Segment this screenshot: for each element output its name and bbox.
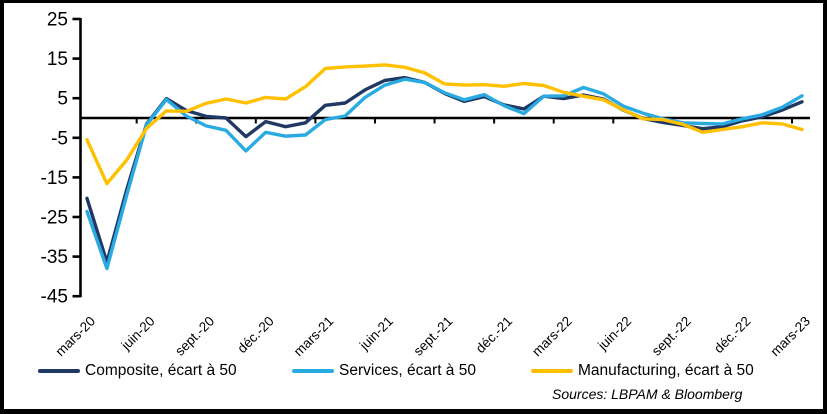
x-tick-label: déc.-20 bbox=[234, 314, 276, 356]
sources-note: Sources: LBPAM & Bloomberg bbox=[552, 386, 743, 402]
x-tick-label: juin-21 bbox=[356, 314, 396, 354]
x-tick-label: sept.-22 bbox=[649, 314, 694, 359]
y-tick-label: -35 bbox=[41, 247, 68, 268]
y-tick-label: -5 bbox=[51, 128, 68, 149]
legend-item-manufacturing: Manufacturing, écart à 50 bbox=[531, 360, 754, 382]
services-line-swatch bbox=[292, 369, 334, 373]
x-tick-label: mars-20 bbox=[53, 314, 99, 360]
x-tick-label: sept.-20 bbox=[172, 314, 217, 359]
y-tick-label: 5 bbox=[57, 89, 68, 110]
legend-item-services: Services, écart à 50 bbox=[292, 360, 476, 382]
series-line-composite bbox=[85, 75, 804, 264]
y-tick-label: -25 bbox=[41, 208, 68, 229]
x-tick-label: mars-22 bbox=[529, 314, 575, 360]
x-tick-label: mars-21 bbox=[291, 314, 337, 360]
chart-legend: Composite, écart à 50 Services, écart à … bbox=[4, 360, 823, 384]
x-tick-label: déc.-21 bbox=[473, 314, 515, 356]
legend-label-services: Services, écart à 50 bbox=[339, 362, 476, 379]
x-tick-label: déc.-22 bbox=[711, 314, 753, 356]
series-line-manufacturing bbox=[85, 63, 804, 186]
y-tick-label: -45 bbox=[41, 287, 68, 308]
x-tick-label: juin-20 bbox=[118, 314, 158, 354]
y-tick-label: 15 bbox=[47, 49, 68, 70]
legend-label-composite: Composite, écart à 50 bbox=[85, 362, 237, 379]
pmi-line-chart: 25 15 5 -5 -15 -25 -35 -45 mars-20 juin-20 sept.-2… bbox=[41, 10, 814, 360]
x-tick-label: sept.-21 bbox=[411, 314, 456, 359]
x-tick-label: mars-23 bbox=[767, 314, 813, 360]
manufacturing-line-swatch bbox=[531, 369, 573, 373]
legend-item-composite: Composite, écart à 50 bbox=[38, 360, 237, 382]
x-tick-label: juin-22 bbox=[594, 314, 634, 354]
legend-label-manufacturing: Manufacturing, écart à 50 bbox=[578, 362, 754, 379]
y-tick-label: 25 bbox=[47, 10, 68, 31]
composite-line-swatch bbox=[38, 369, 80, 373]
y-tick-label: -15 bbox=[41, 168, 68, 189]
